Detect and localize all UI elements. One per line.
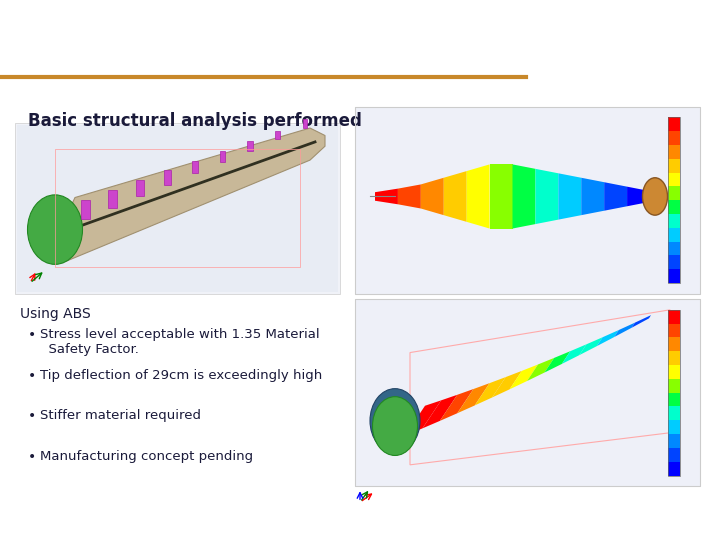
Polygon shape (614, 323, 635, 337)
Text: Using ABS: Using ABS (20, 307, 91, 321)
FancyBboxPatch shape (668, 462, 680, 476)
FancyBboxPatch shape (668, 255, 680, 269)
FancyBboxPatch shape (355, 299, 700, 486)
FancyBboxPatch shape (248, 141, 253, 151)
FancyBboxPatch shape (668, 351, 680, 365)
FancyBboxPatch shape (668, 338, 680, 351)
Text: Company Confidential and Proprietary: Company Confidential and Proprietary (14, 519, 202, 529)
Text: Scaled Blade Design – Proposed Structure: Scaled Blade Design – Proposed Structure (14, 24, 672, 52)
Polygon shape (405, 400, 441, 436)
FancyBboxPatch shape (668, 159, 680, 173)
FancyBboxPatch shape (668, 117, 680, 131)
FancyBboxPatch shape (668, 448, 680, 462)
FancyBboxPatch shape (668, 173, 680, 186)
Polygon shape (420, 178, 444, 215)
Polygon shape (60, 128, 325, 262)
Polygon shape (398, 185, 420, 208)
FancyBboxPatch shape (668, 200, 680, 214)
Ellipse shape (372, 397, 418, 455)
Text: Stress level acceptable with 1.35 Material
  Safety Factor.: Stress level acceptable with 1.35 Materi… (40, 328, 320, 356)
FancyBboxPatch shape (17, 125, 338, 292)
FancyBboxPatch shape (15, 123, 340, 294)
FancyBboxPatch shape (108, 190, 117, 207)
FancyBboxPatch shape (668, 214, 680, 228)
FancyBboxPatch shape (668, 269, 680, 283)
Text: Basic structural analysis performed: Basic structural analysis performed (28, 112, 362, 130)
Polygon shape (604, 182, 627, 211)
FancyBboxPatch shape (355, 106, 700, 294)
Polygon shape (513, 164, 536, 228)
FancyBboxPatch shape (668, 241, 680, 255)
Ellipse shape (642, 178, 667, 215)
Text: Tip deflection of 29cm is exceedingly high: Tip deflection of 29cm is exceedingly hi… (40, 369, 323, 382)
Polygon shape (527, 358, 554, 381)
FancyBboxPatch shape (275, 131, 280, 139)
Polygon shape (490, 164, 513, 228)
FancyBboxPatch shape (668, 323, 680, 338)
FancyBboxPatch shape (668, 393, 680, 407)
FancyBboxPatch shape (668, 310, 680, 323)
FancyBboxPatch shape (668, 379, 680, 393)
Polygon shape (444, 171, 467, 222)
FancyBboxPatch shape (668, 186, 680, 200)
Text: Manufacturing concept pending: Manufacturing concept pending (40, 450, 253, 463)
Polygon shape (580, 338, 603, 355)
Polygon shape (474, 377, 505, 406)
FancyBboxPatch shape (668, 434, 680, 448)
Text: •: • (28, 328, 36, 342)
Polygon shape (562, 345, 586, 364)
Polygon shape (457, 383, 490, 413)
Text: •: • (28, 409, 36, 423)
FancyBboxPatch shape (668, 145, 680, 159)
Polygon shape (536, 169, 558, 224)
Ellipse shape (370, 389, 420, 453)
FancyBboxPatch shape (164, 171, 171, 185)
Polygon shape (597, 330, 618, 346)
FancyBboxPatch shape (668, 131, 680, 145)
FancyBboxPatch shape (220, 151, 225, 162)
Polygon shape (631, 315, 651, 328)
FancyBboxPatch shape (668, 228, 680, 241)
Polygon shape (558, 173, 581, 220)
Text: Stiffer material required: Stiffer material required (40, 409, 201, 422)
FancyBboxPatch shape (303, 119, 307, 128)
Polygon shape (467, 164, 490, 228)
Polygon shape (581, 178, 604, 215)
Polygon shape (492, 371, 522, 397)
Polygon shape (375, 188, 398, 204)
Polygon shape (544, 351, 570, 373)
Polygon shape (440, 389, 474, 421)
FancyBboxPatch shape (136, 180, 144, 196)
Polygon shape (627, 187, 650, 206)
FancyBboxPatch shape (668, 420, 680, 434)
Ellipse shape (27, 195, 83, 265)
Text: •: • (28, 450, 36, 464)
Polygon shape (423, 395, 457, 428)
FancyBboxPatch shape (192, 160, 198, 173)
Polygon shape (510, 364, 538, 389)
FancyBboxPatch shape (668, 407, 680, 420)
Text: •: • (28, 369, 36, 383)
FancyBboxPatch shape (81, 200, 89, 219)
FancyBboxPatch shape (668, 365, 680, 379)
